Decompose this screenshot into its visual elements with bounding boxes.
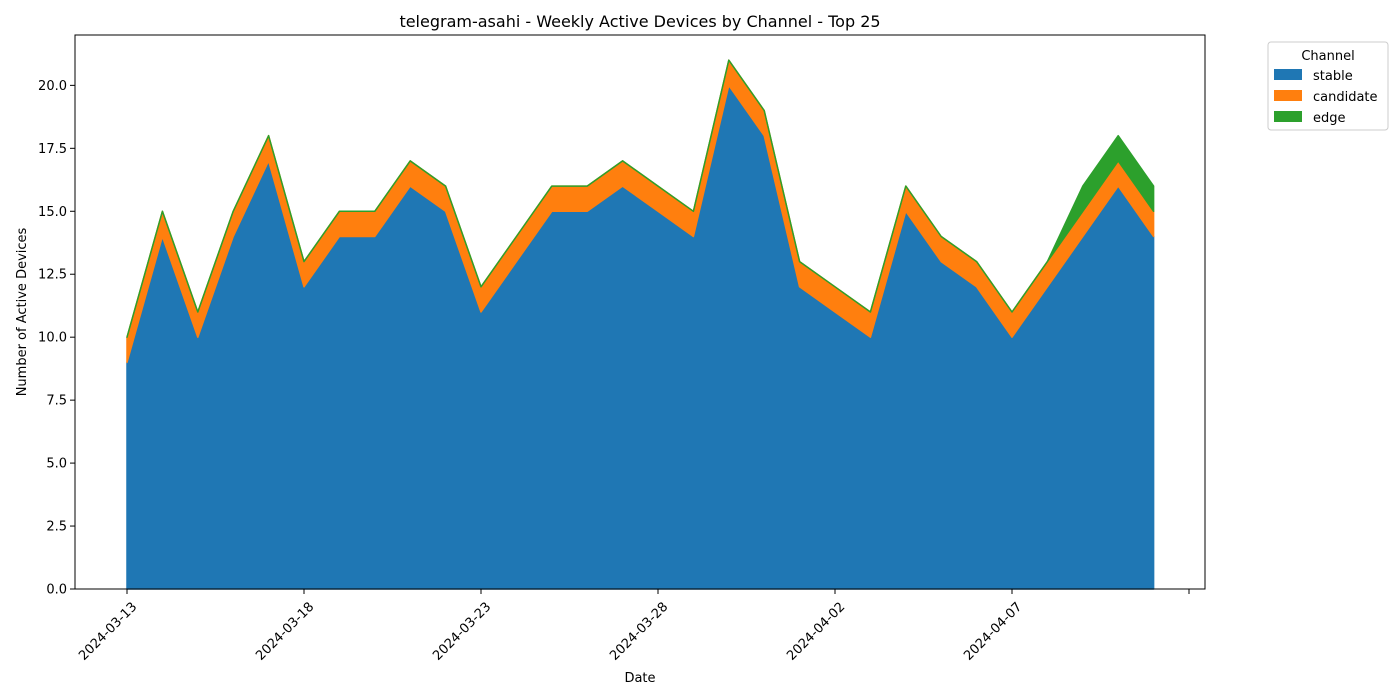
legend: Channel stable candidate edge	[1267, 41, 1389, 131]
legend-box	[1267, 41, 1389, 131]
plot-frame	[74, 34, 1206, 590]
y-tick-label: 12.5	[38, 268, 67, 283]
area-stable	[126, 84, 1155, 590]
x-axis-label: Date	[624, 671, 655, 686]
y-tick-label: 17.5	[38, 142, 67, 157]
y-tick-label: 5.0	[46, 457, 67, 472]
legend-swatch-candidate	[1274, 90, 1302, 101]
legend-label-edge: edge	[1313, 111, 1346, 126]
legend-title: Channel	[1301, 49, 1354, 64]
legend-label-candidate: candidate	[1313, 90, 1378, 105]
x-tick-label: 2024-03-23	[430, 600, 494, 664]
x-tick-label: 2024-04-07	[961, 600, 1025, 664]
y-tick-label: 2.5	[46, 520, 67, 535]
legend-swatch-stable	[1274, 69, 1302, 80]
y-tick-label: 7.5	[46, 394, 67, 409]
legend-label-stable: stable	[1313, 69, 1353, 84]
y-tick-label: 15.0	[38, 205, 67, 220]
x-tick-label: 2024-03-18	[253, 600, 317, 664]
y-axis: 0.0 2.5 5.0 7.5 10.0 12.5 15.0 17.5 20.0	[38, 79, 75, 598]
y-tick-label: 0.0	[46, 583, 67, 598]
y-tick-label: 10.0	[38, 331, 67, 346]
y-tick-label: 20.0	[38, 79, 67, 94]
chart-title: telegram-asahi - Weekly Active Devices b…	[399, 12, 880, 31]
x-tick-label: 2024-03-13	[76, 600, 140, 664]
y-axis-label: Number of Active Devices	[15, 227, 30, 396]
legend-swatch-edge	[1274, 111, 1302, 122]
plot-area	[126, 59, 1155, 590]
x-axis: 2024-03-13 2024-03-18 2024-03-23 2024-03-28…	[76, 589, 1190, 664]
area-edge	[126, 59, 1155, 338]
x-tick-label: 2024-03-28	[607, 600, 671, 664]
x-tick-label: 2024-04-02	[784, 600, 848, 664]
